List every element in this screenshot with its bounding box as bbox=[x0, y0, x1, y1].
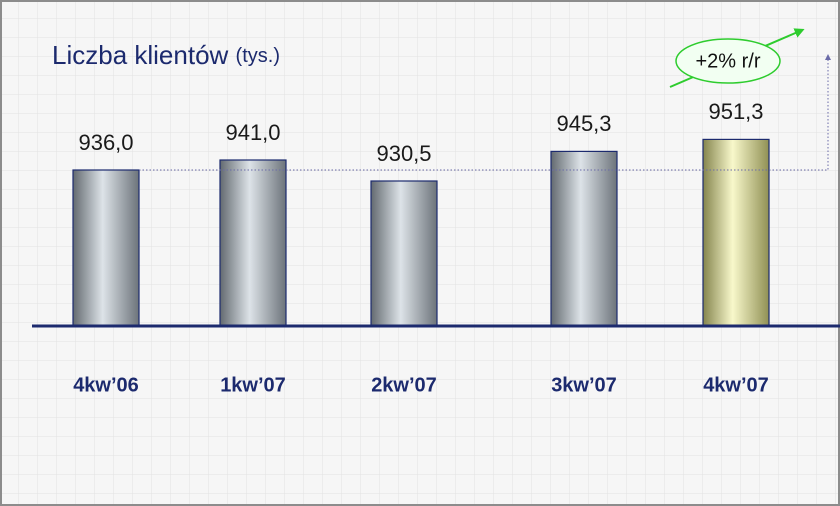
bar bbox=[702, 138, 770, 327]
annotation-bubble bbox=[675, 38, 781, 84]
annotation: +2% r/r bbox=[695, 50, 760, 72]
value-label: 951,3 bbox=[708, 99, 763, 124]
value-label: 936,0 bbox=[78, 130, 133, 155]
value-label: 941,0 bbox=[225, 120, 280, 145]
x-tick-label: 3kw’07 bbox=[551, 374, 617, 396]
reference-line bbox=[139, 54, 831, 171]
bar bbox=[72, 169, 140, 327]
bar bbox=[370, 180, 438, 327]
bar bbox=[219, 159, 287, 327]
plot: 936,0 4kw’06 941,0 1kw’07 930,5 2kw’07 945,3 3k… bbox=[72, 54, 831, 396]
subtitle-text: (tys.) bbox=[236, 45, 280, 67]
x-tick-label: 4kw’07 bbox=[703, 374, 769, 396]
chart-title: Liczba klientów (tys.) bbox=[52, 40, 280, 70]
bar bbox=[550, 150, 618, 327]
x-tick-label: 4kw’06 bbox=[73, 374, 139, 396]
value-label: 930,5 bbox=[376, 141, 431, 166]
x-tick-label: 1kw’07 bbox=[220, 374, 286, 396]
title-text: Liczba klientów bbox=[52, 40, 229, 70]
value-label: 945,3 bbox=[556, 111, 611, 136]
x-tick-label: 2kw’07 bbox=[371, 374, 437, 396]
